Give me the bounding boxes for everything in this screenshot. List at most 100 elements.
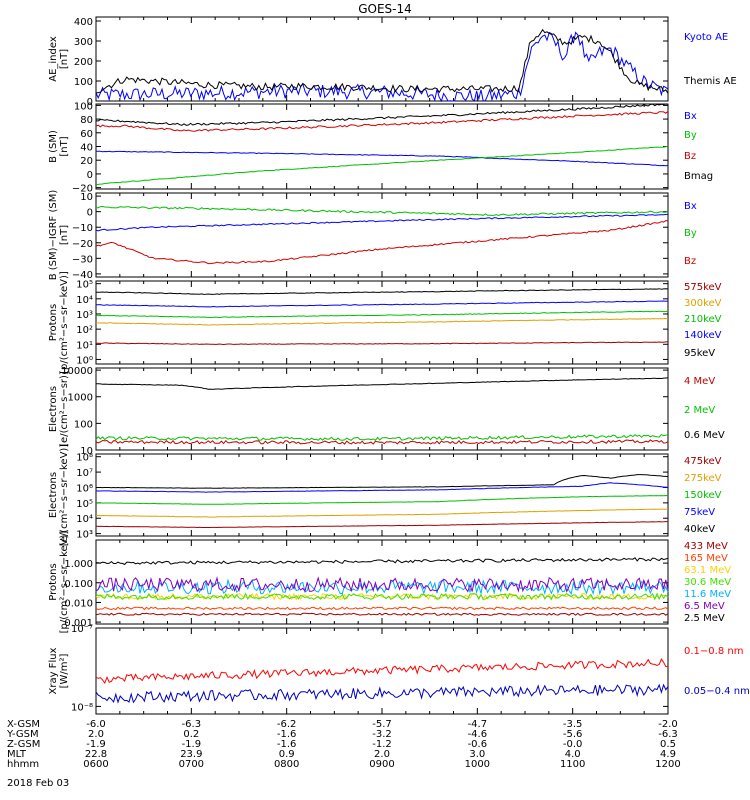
y-tick-label: −10 [72, 223, 93, 234]
ephemeris-label-z-gsm: Z-GSM [7, 739, 40, 750]
y-tick-label: 10³ [76, 310, 93, 321]
series-line-bz [95, 220, 669, 265]
y-tick-label: 0.100 [64, 579, 93, 590]
series-line-575kev [95, 341, 669, 346]
series-line-themis-ae [95, 28, 669, 94]
y-axis-label: Protons [48, 563, 59, 600]
legend-kyoto-ae: Kyoto AE [684, 32, 728, 43]
series-line-40kev [95, 474, 669, 489]
legend-40kev: 40keV [684, 524, 715, 535]
series-line-95kev [96, 288, 669, 295]
legend-165-mev: 165 MeV [684, 553, 728, 564]
legend-140kev: 140keV [684, 330, 722, 341]
series-line-bz [95, 110, 669, 132]
series-line-2-mev [95, 433, 669, 441]
y-axis-label: [W/m²] [59, 653, 70, 688]
figure-title: GOES-14 [358, 2, 412, 16]
ephemeris-value: -1.6 [277, 729, 297, 740]
y-tick-label: 100 [74, 419, 93, 430]
ephemeris-value: 0700 [179, 759, 204, 770]
series-line-by [95, 205, 669, 217]
ephemeris-value: -5.7 [372, 719, 392, 730]
ephemeris-value: -1.9 [86, 739, 106, 750]
legend-210kev: 210keV [684, 314, 722, 325]
y-tick-label: −30 [72, 254, 93, 265]
y-tick-label: 10⁸ [76, 453, 93, 464]
y-axis-label: [e/(cm²−s−sr)] [59, 371, 70, 447]
y-tick-label: −20 [72, 239, 93, 250]
panel-3: 10 0 −10 −20 −30 −40 B (SM)−IGRF (SM) [nT] Bx By B… [48, 190, 697, 281]
y-axis-label: Protons [48, 304, 59, 341]
y-axis-label: [p/(cm²−s−sr−keV)] [59, 531, 70, 634]
ephemeris-value: -4.6 [468, 729, 488, 740]
legend-bx: Bx [684, 111, 697, 122]
legend-bz: Bz [684, 151, 696, 162]
legend-by: By [684, 130, 697, 141]
y-axis-label: [nT] [59, 49, 70, 69]
y-tick-label: 10 [80, 192, 93, 203]
y-tick-label: −40 [72, 270, 93, 281]
legend-475kev: 475keV [684, 456, 722, 467]
y-tick-label: 10 [80, 446, 93, 457]
ephemeris-value: -1.9 [182, 739, 202, 750]
y-tick-label: 10⁵ [76, 280, 93, 291]
panel-frame [95, 453, 669, 537]
legend-by: By [684, 228, 697, 239]
y-tick-label: 100 [74, 101, 93, 112]
panel-frame [95, 103, 669, 190]
ephemeris-value: -3.2 [372, 729, 392, 740]
ephemeris-value: -6.3 [658, 729, 678, 740]
series-line-by [95, 145, 669, 185]
ephemeris-value: -0.0 [563, 739, 583, 750]
series-line-165-mev [95, 606, 669, 611]
ephemeris-value: 0900 [369, 759, 394, 770]
series-line-475kev [95, 521, 668, 529]
legend-150kev: 150keV [684, 490, 722, 501]
series-line-433-mev [95, 612, 669, 616]
series-line-bx [95, 213, 669, 232]
series-line-bx [95, 150, 669, 167]
y-tick-label: 300 [74, 37, 93, 48]
y-tick-label: 10⁶ [76, 483, 93, 494]
y-tick-label: 40 [80, 143, 93, 154]
ephemeris-value: 2.0 [88, 729, 104, 740]
legend-95kev: 95keV [684, 348, 715, 359]
ephemeris-value: -0.6 [468, 739, 488, 750]
series-line-2-5-mev [95, 557, 669, 566]
y-tick-label: 10⁷ [76, 468, 93, 479]
y-tick-label: 200 [74, 57, 93, 68]
y-tick-label: 400 [74, 17, 93, 28]
legend-bx: Bx [684, 201, 697, 212]
ephemeris-value: 0600 [83, 759, 108, 770]
ephemeris-value: -5.6 [563, 729, 583, 740]
y-tick-label: 10⁵ [76, 499, 93, 510]
y-tick-label: 10⁴ [76, 295, 93, 306]
series-line-150kev [95, 494, 669, 505]
y-axis-label: Xray Flux [48, 647, 59, 694]
y-tick-label: 0 [87, 97, 93, 108]
y-tick-label: 10⁻⁸ [71, 702, 93, 713]
y-tick-label: 80 [80, 115, 93, 126]
panel-6: 10³ 10⁴ 10⁵ 10⁶ 10⁷ 10⁸ Electrons [e/(cm²−s−sr−… [48, 444, 722, 547]
legend-30-6-mev: 30.6 MeV [684, 577, 731, 588]
legend-275kev: 275keV [684, 473, 722, 484]
panel-frame [95, 192, 669, 278]
ephemeris-value: 3.0 [469, 749, 485, 760]
ephemeris-value: -4.7 [468, 719, 488, 730]
y-axis-label: [nT] [59, 136, 70, 156]
series-line-63-1-mev [95, 592, 669, 601]
series-line-30-6-mev [95, 592, 669, 601]
panel-4: 10⁰ 10¹ 10² 10³ 10⁴ 10⁵ Protons [p/(cm²−s−sr−ke… [48, 271, 722, 374]
y-tick-label: 10000 [61, 366, 93, 377]
legend-433-mev: 433 MeV [684, 541, 728, 552]
ephemeris-value: -6.3 [182, 719, 202, 730]
panel-8: 10⁻⁸ 10⁻⁷ Xray Flux [W/m²] 0.1−0.8 nm 0.05−0.… [48, 624, 750, 715]
panel-1: 0 100 200 300 400 AE_index [nT] Kyoto AE Themis … [48, 16, 737, 108]
y-axis-label: [nT] [59, 225, 70, 245]
legend-75kev: 75keV [684, 507, 715, 518]
ephemeris-value: 0.5 [660, 739, 676, 750]
y-axis-label: B (SM) [48, 130, 59, 163]
ephemeris-value: 2.0 [374, 749, 390, 760]
